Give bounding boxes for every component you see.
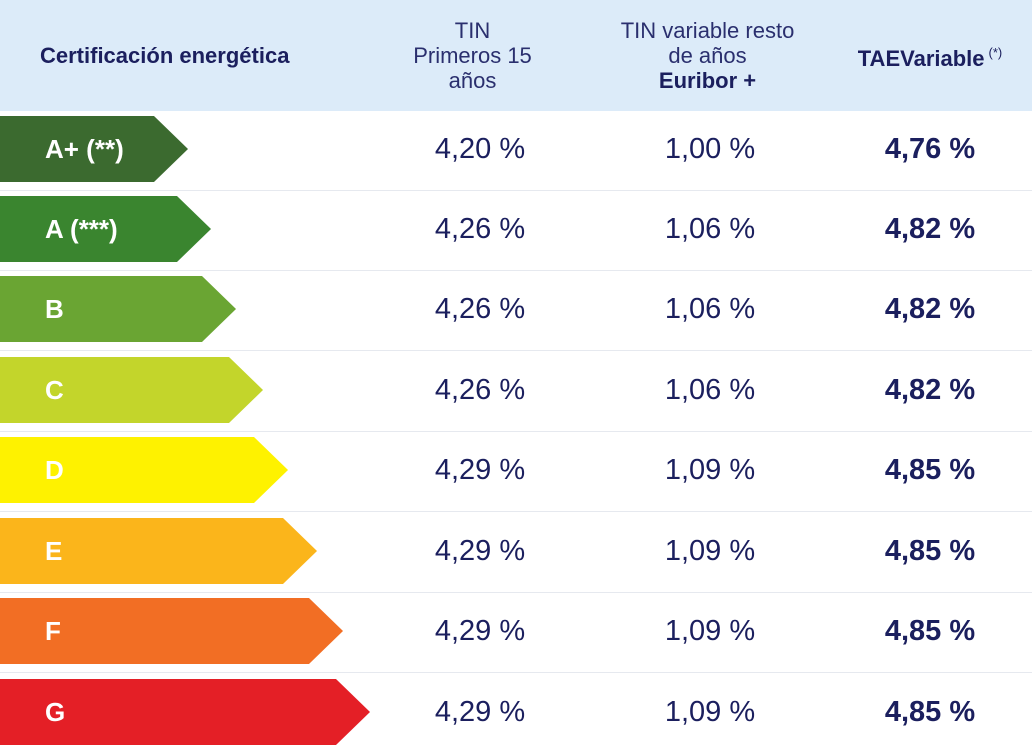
energy-class-label: A+ (**) [45, 134, 124, 164]
header-tin-line3: años [448, 68, 497, 93]
energy-class-arrow: C [0, 357, 263, 423]
tin-value: 4,26 % [434, 374, 526, 406]
table-row: A (***) 4,26 % 1,06 % 4,82 % [0, 191, 1032, 271]
variable-value: 1,09 % [664, 454, 756, 486]
energy-class-arrow: A (***) [0, 196, 211, 262]
tae-value: 4,82 % [884, 374, 976, 406]
header-certification: Certificación energética [40, 0, 340, 111]
header-tin-line1: TIN [454, 18, 491, 43]
energy-class-arrow: G [0, 679, 370, 745]
tae-value: 4,85 % [884, 696, 976, 728]
variable-value: 1,06 % [664, 293, 756, 325]
header-tae-label: TAEVariable [857, 46, 985, 71]
energy-class-label: C [45, 375, 64, 405]
energy-class-arrow: F [0, 598, 343, 664]
tin-value: 4,29 % [434, 535, 526, 567]
header-tae-note: (*) [988, 45, 1003, 60]
header-tae: TAEVariable (*) [835, 0, 1025, 111]
tin-value: 4,29 % [434, 696, 526, 728]
table-row: E 4,29 % 1,09 % 4,85 % [0, 513, 1032, 593]
tin-value: 4,20 % [434, 133, 526, 165]
tin-value: 4,29 % [434, 615, 526, 647]
energy-class-label: D [45, 455, 64, 485]
table-row: G 4,29 % 1,09 % 4,85 % [0, 674, 1032, 754]
table-row: A+ (**) 4,20 % 1,00 % 4,76 % [0, 111, 1032, 191]
tae-value: 4,82 % [884, 293, 976, 325]
header-variable-line2: de años [668, 43, 747, 68]
header-tae-wrap: TAEVariable (*) [858, 40, 1002, 71]
energy-class-label: A (***) [45, 214, 118, 244]
header-certification-label: Certificación energética [40, 43, 290, 68]
header-variable-line3: Euribor + [658, 68, 757, 93]
header-variable-line1: TIN variable resto [620, 18, 795, 43]
tae-value: 4,76 % [884, 133, 976, 165]
table-header: Certificación energética TIN Primeros 15… [0, 0, 1032, 111]
tae-value: 4,85 % [884, 615, 976, 647]
tin-value: 4,26 % [434, 293, 526, 325]
energy-class-label: B [45, 294, 64, 324]
energy-class-label: G [45, 697, 66, 727]
energy-class-label: F [45, 616, 61, 646]
tae-value: 4,82 % [884, 213, 976, 245]
tae-value: 4,85 % [884, 454, 976, 486]
variable-value: 1,09 % [664, 615, 756, 647]
variable-value: 1,00 % [664, 133, 756, 165]
energy-class-label: E [45, 536, 63, 566]
variable-value: 1,09 % [664, 696, 756, 728]
header-variable: TIN variable resto de años Euribor + [590, 0, 825, 111]
energy-class-arrow: A+ (**) [0, 116, 188, 182]
energy-class-arrow: E [0, 518, 317, 584]
tae-value: 4,85 % [884, 535, 976, 567]
energy-class-arrow: B [0, 276, 236, 342]
header-tin: TIN Primeros 15 años [370, 0, 575, 111]
table-row: D 4,29 % 1,09 % 4,85 % [0, 432, 1032, 512]
tin-value: 4,26 % [434, 213, 526, 245]
header-tin-line2: Primeros 15 [413, 43, 532, 68]
table-row: C 4,26 % 1,06 % 4,82 % [0, 352, 1032, 432]
table-row: B 4,26 % 1,06 % 4,82 % [0, 271, 1032, 351]
tin-value: 4,29 % [434, 454, 526, 486]
variable-value: 1,09 % [664, 535, 756, 567]
table-row: F 4,29 % 1,09 % 4,85 % [0, 593, 1032, 673]
variable-value: 1,06 % [664, 213, 756, 245]
variable-value: 1,06 % [664, 374, 756, 406]
energy-class-arrow: D [0, 437, 288, 503]
